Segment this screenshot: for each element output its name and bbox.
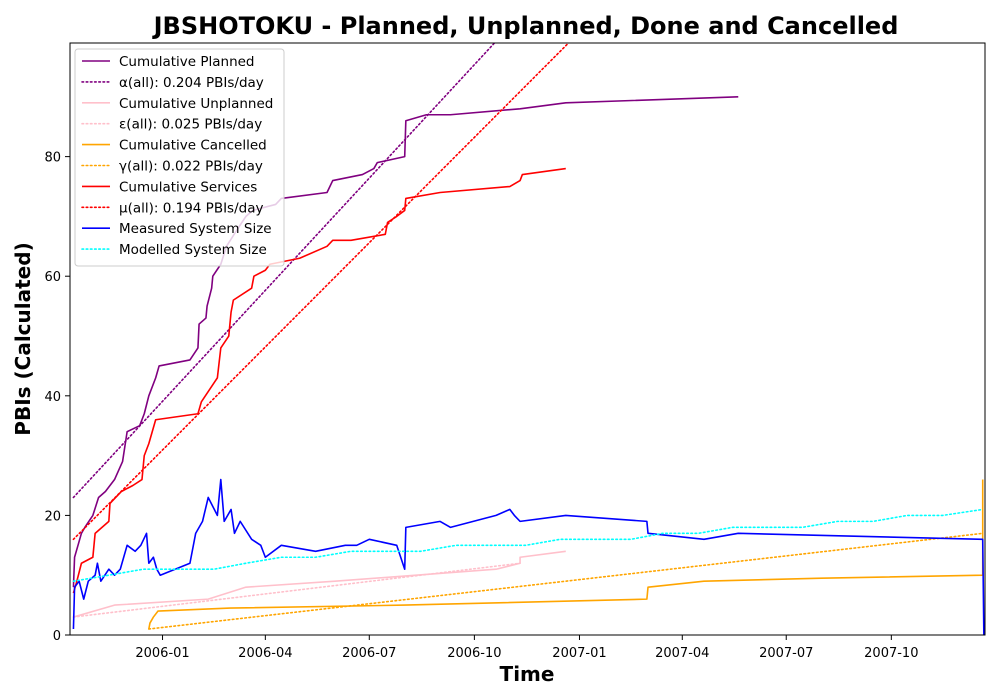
legend-box — [74, 48, 285, 267]
x-tick-label: 2006-04 — [238, 646, 292, 661]
series-line-all-0-204-pbis-day — [72, 43, 496, 499]
y-tick-label: 40 — [44, 390, 61, 405]
series-layer — [72, 43, 985, 635]
legend-label: Cumulative Services — [119, 179, 257, 195]
x-tick-label: 2006-07 — [342, 646, 396, 661]
legend-label: ε(all): 0.025 PBIs/day — [119, 117, 262, 133]
x-axis: 2006-01 2006-04 2006-07 2006-10 2007-01 2007-… — [135, 635, 918, 661]
legend-label: Cumulative Unplanned — [119, 96, 273, 112]
legend-label: Measured System Size — [119, 221, 272, 237]
series-line-cumulative-unplanned — [73, 550, 566, 618]
y-tick-label: 20 — [44, 509, 61, 524]
x-tick-label: 2006-01 — [135, 646, 189, 661]
y-tick-label: 0 — [53, 629, 61, 644]
legend-label: α(all): 0.204 PBIs/day — [119, 75, 264, 91]
chart-title: JBSHOTOKU - Planned, Unplanned, Done and… — [152, 12, 899, 40]
series-line-modelled-system-size — [72, 508, 984, 582]
y-axis-title: PBIs (Calculated) — [11, 242, 35, 435]
series-line-all-0-194-pbis-day — [72, 43, 570, 541]
legend-label: γ(all): 0.022 PBIs/day — [119, 159, 263, 175]
x-tick-label: 2007-01 — [552, 646, 606, 661]
x-axis-title: Time — [500, 662, 555, 686]
series-line-all-0-022-pbis-day — [148, 532, 984, 630]
series-line-cumulative-planned — [72, 96, 739, 588]
legend-label: Modelled System Size — [119, 242, 267, 258]
series-line-cumulative-cancelled — [148, 479, 984, 630]
plot-frame — [69, 42, 986, 636]
series-line-all-0-025-pbis-day — [72, 562, 521, 618]
series-line-measured-system-size — [72, 478, 985, 635]
y-tick-label: 80 — [44, 151, 61, 166]
legend-label: Cumulative Planned — [119, 54, 255, 70]
x-tick-label: 2007-10 — [864, 646, 918, 661]
legend: Cumulative Planned α(all): 0.204 PBIs/day… — [74, 48, 285, 267]
x-tick-label: 2007-04 — [655, 646, 709, 661]
x-tick-label: 2006-10 — [447, 646, 501, 661]
legend-label: μ(all): 0.194 PBIs/day — [119, 200, 263, 216]
legend-label: Cumulative Cancelled — [119, 138, 267, 154]
y-tick-label: 60 — [44, 270, 61, 285]
y-axis: 0 20 40 60 80 — [44, 151, 70, 644]
x-tick-label: 2007-07 — [759, 646, 813, 661]
